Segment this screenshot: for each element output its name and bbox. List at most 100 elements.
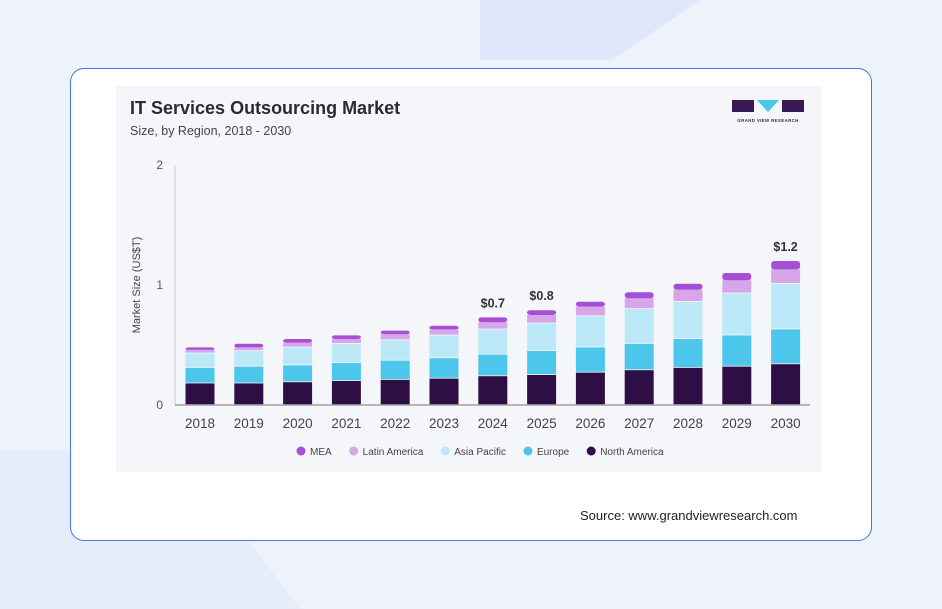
y-tick-label: 1 xyxy=(156,278,163,292)
bar-segment-asia-pacific xyxy=(331,343,361,363)
background-shape xyxy=(480,0,700,60)
bar-segment-europe xyxy=(185,367,215,383)
x-tick-label: 2024 xyxy=(478,416,509,431)
bar-segment-latin-america xyxy=(673,289,703,301)
x-tick-label: 2028 xyxy=(673,416,703,431)
bar-segment-mea xyxy=(429,325,459,330)
data-label: $0.8 xyxy=(529,289,553,303)
bar-segment-asia-pacific xyxy=(185,353,215,367)
x-tick-label: 2026 xyxy=(575,416,605,431)
y-axis-label: Market Size (US$T) xyxy=(131,237,143,334)
bar-segment-north-america xyxy=(234,383,264,405)
x-tick-label: 2030 xyxy=(771,416,801,431)
bar-segment-mea xyxy=(185,347,215,350)
bar-segment-mea xyxy=(575,301,605,307)
bar-segment-europe xyxy=(624,343,654,370)
bar-segment-asia-pacific xyxy=(673,301,703,339)
bar-segment-mea xyxy=(527,310,557,315)
x-tick-label: 2029 xyxy=(722,416,752,431)
x-tick-label: 2020 xyxy=(283,416,313,431)
chart-title: IT Services Outsourcing Market xyxy=(130,98,401,118)
bar-segment-latin-america xyxy=(478,322,508,329)
legend-label: Europe xyxy=(537,447,570,458)
bar-segment-mea xyxy=(331,335,361,339)
chart-plot: 0 1 2 Market Size (US$T) 2018 2019 2020 2021 202… xyxy=(131,158,810,458)
bar-segment-north-america xyxy=(429,378,459,405)
x-tick-label: 2021 xyxy=(331,416,361,431)
bar-segment-asia-pacific xyxy=(429,335,459,358)
bar-segment-north-america xyxy=(527,375,557,405)
bar-segment-europe xyxy=(527,351,557,375)
bar-segment-latin-america xyxy=(234,347,264,351)
bar-segment-asia-pacific xyxy=(527,323,557,351)
legend-marker xyxy=(349,446,359,456)
bar-segment-asia-pacific xyxy=(624,309,654,343)
bar-segment-north-america xyxy=(331,381,361,405)
bar-segment-europe xyxy=(478,354,508,376)
bar-segment-europe xyxy=(331,363,361,381)
bar-segment-north-america xyxy=(380,379,410,405)
bar-segment-mea xyxy=(380,330,410,335)
bar-segment-asia-pacific xyxy=(771,283,801,329)
bar-segment-latin-america xyxy=(185,349,215,353)
bar-segment-latin-america xyxy=(722,280,752,293)
x-tick-label: 2027 xyxy=(624,416,654,431)
bar-segment-latin-america xyxy=(624,298,654,309)
logo-icon xyxy=(732,100,804,112)
bar-segment-latin-america xyxy=(283,342,313,347)
chart-image: IT Services Outsourcing Market Size, by … xyxy=(116,86,822,472)
bar-segment-europe xyxy=(234,366,264,383)
x-tick-label: 2023 xyxy=(429,416,459,431)
bar-segment-europe xyxy=(771,329,801,364)
bar-segment-latin-america xyxy=(527,315,557,323)
data-label: $0.7 xyxy=(481,296,505,310)
x-tick-label: 2022 xyxy=(380,416,410,431)
bar-segment-mea xyxy=(283,339,313,343)
bar-segment-mea xyxy=(624,292,654,299)
y-tick-label: 0 xyxy=(156,398,163,412)
chart-subtitle: Size, by Region, 2018 - 2030 xyxy=(130,124,292,138)
bar-segment-north-america xyxy=(722,366,752,405)
bar-segment-asia-pacific xyxy=(380,340,410,360)
bar-segment-north-america xyxy=(673,367,703,405)
legend-marker xyxy=(523,446,533,456)
bar-segment-europe xyxy=(722,335,752,366)
bar-segment-north-america xyxy=(624,370,654,405)
bar-segment-latin-america xyxy=(771,269,801,283)
bar-segment-mea xyxy=(478,317,508,323)
x-tick-label: 2019 xyxy=(234,416,264,431)
bar-segment-europe xyxy=(380,360,410,379)
bar-segment-asia-pacific xyxy=(575,316,605,347)
bar-segment-north-america xyxy=(771,364,801,405)
bar-segment-latin-america xyxy=(429,329,459,335)
bar-segment-mea xyxy=(722,273,752,281)
legend-label: North America xyxy=(600,447,664,458)
bar-segment-asia-pacific xyxy=(234,351,264,366)
bar-segment-asia-pacific xyxy=(722,293,752,335)
bar-segment-latin-america xyxy=(331,339,361,343)
legend-label: MEA xyxy=(310,447,332,458)
bar-segment-europe xyxy=(575,347,605,372)
bar-segment-north-america xyxy=(283,382,313,405)
bar-segment-asia-pacific xyxy=(478,329,508,354)
bar-segment-mea xyxy=(673,283,703,290)
legend-marker xyxy=(440,446,450,456)
logo-text: GRAND VIEW RESEARCH xyxy=(737,118,799,123)
legend-label: Asia Pacific xyxy=(454,447,506,458)
bar-segment-europe xyxy=(283,365,313,382)
bar-segment-mea xyxy=(771,261,801,270)
source-text[interactable]: Source: www.grandviewresearch.com xyxy=(580,508,798,523)
grand-view-research-logo: GRAND VIEW RESEARCH xyxy=(732,99,804,123)
bar-segment-latin-america xyxy=(575,306,605,316)
x-tick-label: 2025 xyxy=(527,416,557,431)
legend-label: Latin America xyxy=(363,447,424,458)
bar-segment-mea xyxy=(234,343,264,348)
legend-marker xyxy=(586,446,596,456)
bar-segment-north-america xyxy=(575,372,605,405)
bar-segment-asia-pacific xyxy=(283,347,313,365)
bar-segment-north-america xyxy=(185,383,215,405)
bar-segment-north-america xyxy=(478,376,508,405)
bar-segment-latin-america xyxy=(380,334,410,340)
legend-marker xyxy=(296,446,306,456)
bar-segment-europe xyxy=(429,358,459,378)
